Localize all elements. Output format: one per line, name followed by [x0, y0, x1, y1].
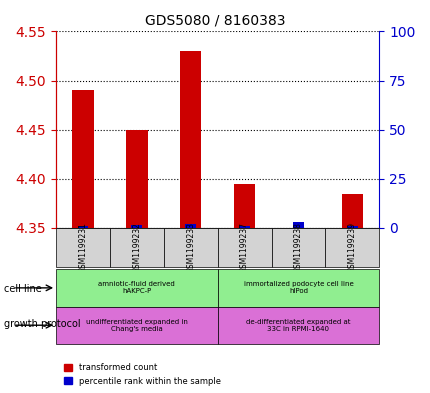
FancyBboxPatch shape — [325, 228, 378, 267]
FancyBboxPatch shape — [217, 307, 378, 344]
FancyBboxPatch shape — [56, 269, 217, 307]
Text: GSM1199239: GSM1199239 — [347, 222, 356, 273]
Text: amniotic-fluid derived
hAKPC-P: amniotic-fluid derived hAKPC-P — [98, 281, 175, 294]
Text: de-differentiated expanded at
33C in RPMI-1640: de-differentiated expanded at 33C in RPM… — [246, 319, 350, 332]
Bar — [341, 193, 362, 228]
Bar — [126, 130, 147, 228]
Bar — [346, 226, 357, 228]
FancyBboxPatch shape — [163, 228, 217, 267]
FancyBboxPatch shape — [56, 307, 217, 344]
Bar — [131, 225, 142, 228]
Text: GSM1199238: GSM1199238 — [293, 222, 302, 273]
Bar — [77, 226, 88, 228]
Text: GDS5080 / 8160383: GDS5080 / 8160383 — [145, 14, 285, 28]
Text: growth protocol: growth protocol — [4, 319, 81, 329]
Bar — [185, 224, 196, 228]
Text: cell line: cell line — [4, 284, 42, 294]
Bar — [233, 184, 255, 228]
Text: GSM1199237: GSM1199237 — [240, 222, 249, 273]
Text: GSM1199231: GSM1199231 — [78, 222, 87, 273]
FancyBboxPatch shape — [110, 228, 163, 267]
Bar — [72, 90, 94, 228]
Bar — [180, 51, 201, 228]
FancyBboxPatch shape — [271, 228, 325, 267]
FancyBboxPatch shape — [217, 269, 378, 307]
Text: immortalized podocyte cell line
hIPod: immortalized podocyte cell line hIPod — [243, 281, 353, 294]
Legend: transformed count, percentile rank within the sample: transformed count, percentile rank withi… — [60, 360, 223, 389]
Bar — [292, 222, 303, 228]
FancyBboxPatch shape — [56, 228, 110, 267]
Text: undifferentiated expanded in
Chang's media: undifferentiated expanded in Chang's med… — [86, 319, 187, 332]
Bar — [239, 226, 249, 228]
Text: GSM1199232: GSM1199232 — [132, 222, 141, 273]
Text: GSM1199233: GSM1199233 — [186, 222, 195, 273]
FancyBboxPatch shape — [217, 228, 271, 267]
